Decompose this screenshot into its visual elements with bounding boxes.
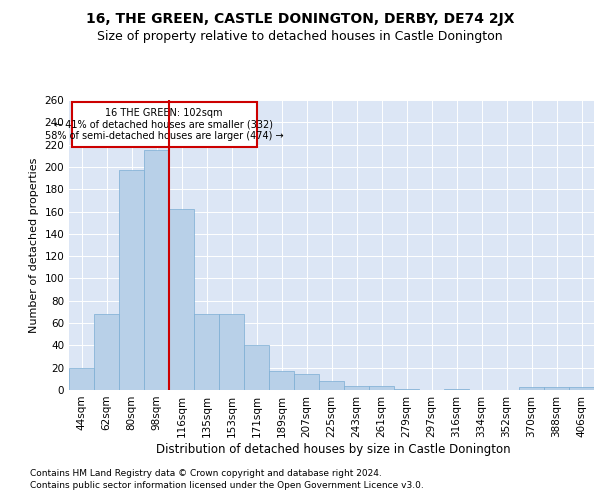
Text: Size of property relative to detached houses in Castle Donington: Size of property relative to detached ho…	[97, 30, 503, 43]
Bar	[144, 150, 169, 390]
Text: 16 THE GREEN: 102sqm
← 41% of detached houses are smaller (332)
58% of semi-deta: 16 THE GREEN: 102sqm ← 41% of detached h…	[44, 108, 283, 141]
Text: 16, THE GREEN, CASTLE DONINGTON, DERBY, DE74 2JX: 16, THE GREEN, CASTLE DONINGTON, DERBY, …	[86, 12, 514, 26]
Y-axis label: Number of detached properties: Number of detached properties	[29, 158, 39, 332]
Bar	[194, 314, 219, 390]
Bar	[294, 374, 319, 390]
FancyBboxPatch shape	[71, 102, 257, 147]
Bar	[569, 386, 594, 390]
Bar	[544, 386, 569, 390]
Bar	[269, 371, 294, 390]
Text: Distribution of detached houses by size in Castle Donington: Distribution of detached houses by size …	[155, 442, 511, 456]
Bar	[69, 368, 94, 390]
Bar	[519, 386, 544, 390]
Bar	[344, 386, 369, 390]
Bar	[94, 314, 119, 390]
Bar	[319, 381, 344, 390]
Text: Contains HM Land Registry data © Crown copyright and database right 2024.: Contains HM Land Registry data © Crown c…	[30, 469, 382, 478]
Bar	[119, 170, 144, 390]
Bar	[244, 346, 269, 390]
Bar	[219, 314, 244, 390]
Bar	[169, 210, 194, 390]
Text: Contains public sector information licensed under the Open Government Licence v3: Contains public sector information licen…	[30, 480, 424, 490]
Bar	[394, 389, 419, 390]
Bar	[444, 389, 469, 390]
Bar	[369, 386, 394, 390]
